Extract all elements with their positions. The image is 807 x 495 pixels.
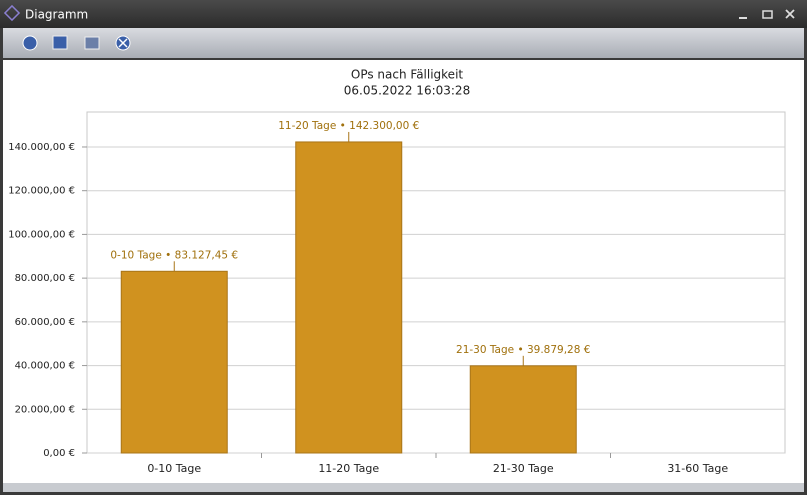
x-tick-label: 0-10 Tage xyxy=(147,462,201,475)
y-tick-label: 120.000,00 € xyxy=(8,186,75,197)
maximize-button[interactable] xyxy=(762,10,773,19)
y-tick-label: 40.000,00 € xyxy=(15,361,75,372)
window-icon xyxy=(3,4,21,22)
y-tick-label: 100.000,00 € xyxy=(8,229,75,240)
bar xyxy=(120,270,228,454)
y-tick-label: 140.000,00 € xyxy=(8,142,75,153)
refresh-button[interactable] xyxy=(22,35,38,51)
window-title: Diagramm xyxy=(25,8,88,22)
print-button[interactable] xyxy=(84,36,100,50)
x-tick-label: 11-20 Tage xyxy=(318,462,379,475)
close-button[interactable] xyxy=(785,9,795,19)
value-label: 21-30 Tage • 39.879,28 € xyxy=(456,344,590,356)
chart-subtitle: 06.05.2022 16:03:28 xyxy=(344,84,470,98)
chart-title: OPs nach Fälligkeit xyxy=(351,68,464,82)
close-glyph xyxy=(118,38,128,48)
save-button[interactable] xyxy=(52,35,68,50)
y-tick-label: 0,00 € xyxy=(43,448,75,459)
value-label: 11-20 Tage • 142.300,00 € xyxy=(278,120,419,132)
x-tick-label: 21-30 Tage xyxy=(493,462,554,475)
title-bar xyxy=(0,0,807,28)
status-bar xyxy=(3,483,804,492)
value-label: 0-10 Tage • 83.127,45 € xyxy=(110,249,238,261)
y-tick-label: 80.000,00 € xyxy=(15,273,75,284)
minimize-button[interactable] xyxy=(739,17,747,19)
y-tick-label: 20.000,00 € xyxy=(15,404,75,415)
y-tick-label: 60.000,00 € xyxy=(15,317,75,328)
bar xyxy=(469,365,577,454)
toolbar xyxy=(3,28,804,58)
plot: 0,00 € 20.000,00 € 40.000,00 € 60.000,00 € 8… xyxy=(8,111,786,475)
bar xyxy=(295,141,403,454)
x-tick-label: 31-60 Tage xyxy=(667,462,728,475)
